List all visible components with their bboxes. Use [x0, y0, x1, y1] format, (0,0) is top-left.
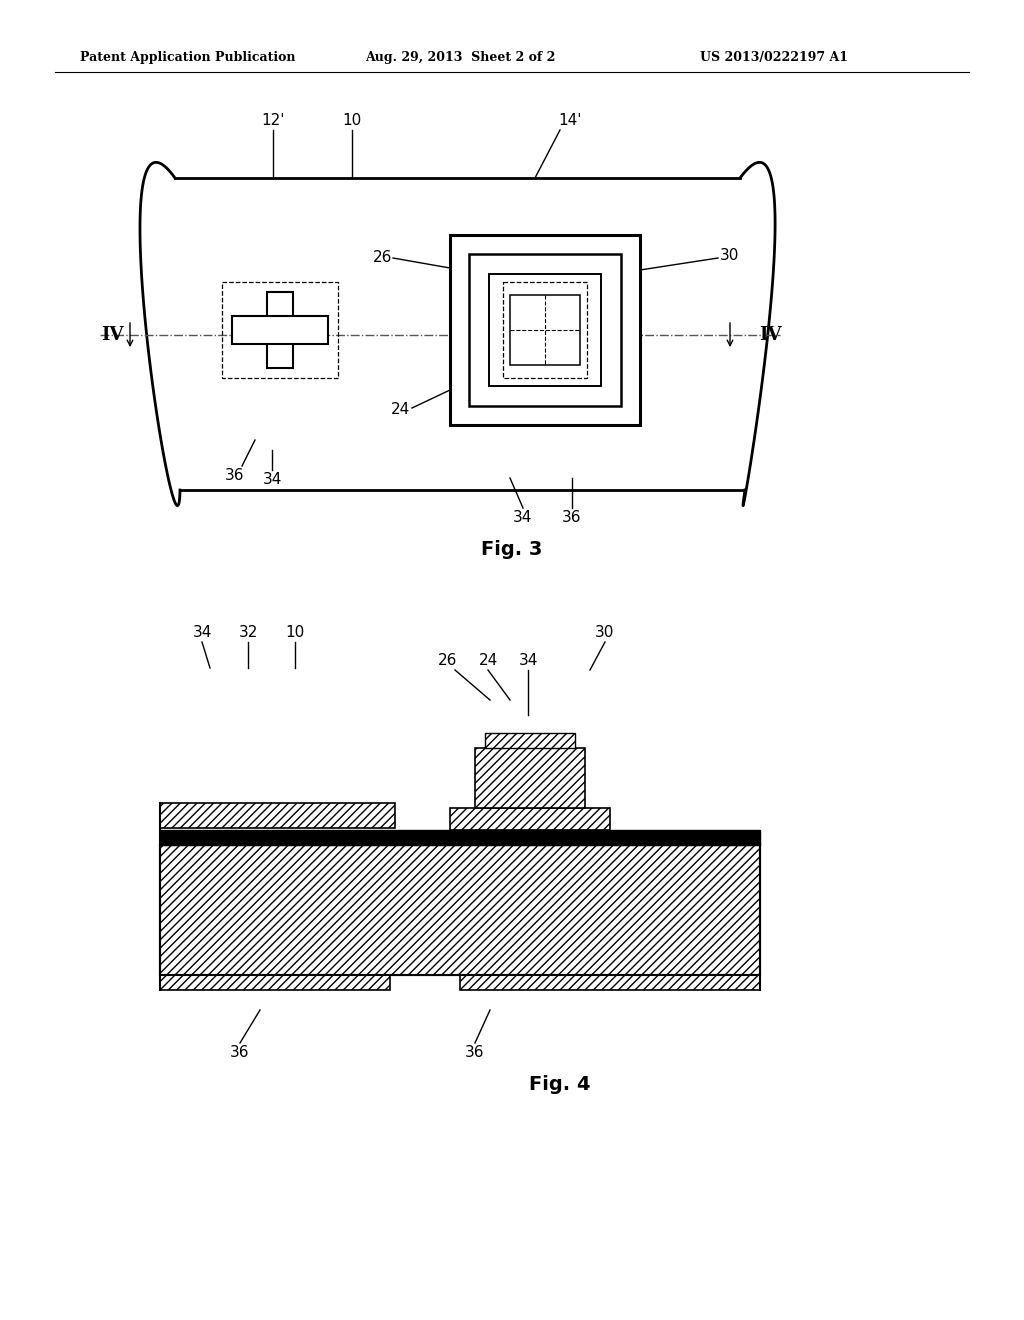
- Text: Aug. 29, 2013  Sheet 2 of 2: Aug. 29, 2013 Sheet 2 of 2: [365, 51, 555, 65]
- Bar: [222, 282, 338, 378]
- Text: 36: 36: [562, 510, 582, 525]
- Bar: [489, 275, 601, 385]
- Text: 10: 10: [286, 624, 304, 640]
- Bar: [160, 803, 395, 828]
- Bar: [469, 253, 621, 407]
- Text: 34: 34: [193, 624, 212, 640]
- Text: 26: 26: [373, 251, 392, 265]
- Text: Patent Application Publication: Patent Application Publication: [80, 51, 296, 65]
- Bar: [267, 292, 293, 368]
- Bar: [160, 845, 760, 975]
- Text: 36: 36: [225, 469, 245, 483]
- Bar: [460, 975, 760, 990]
- Text: 30: 30: [595, 624, 614, 640]
- Text: 24: 24: [391, 403, 410, 417]
- Bar: [160, 830, 760, 845]
- Text: 30: 30: [720, 248, 739, 263]
- Text: 12': 12': [261, 114, 285, 128]
- Bar: [160, 975, 390, 990]
- Bar: [475, 748, 585, 808]
- Bar: [510, 294, 580, 366]
- Text: US 2013/0222197 A1: US 2013/0222197 A1: [700, 51, 848, 65]
- Text: IV: IV: [100, 326, 123, 345]
- Text: Fig. 3: Fig. 3: [481, 540, 543, 558]
- Text: 34: 34: [262, 473, 282, 487]
- Bar: [503, 282, 587, 378]
- Text: 34: 34: [518, 653, 538, 668]
- Text: 34: 34: [513, 510, 532, 525]
- Text: IV: IV: [759, 326, 781, 345]
- Bar: [450, 808, 610, 830]
- Text: 10: 10: [342, 114, 361, 128]
- Text: 36: 36: [230, 1045, 250, 1060]
- Text: 26: 26: [438, 653, 458, 668]
- Text: 32: 32: [239, 624, 258, 640]
- Bar: [232, 315, 328, 345]
- Bar: [450, 235, 640, 425]
- Text: Fig. 4: Fig. 4: [529, 1074, 591, 1094]
- Text: 24: 24: [478, 653, 498, 668]
- Text: 14': 14': [558, 114, 582, 128]
- Text: 36: 36: [465, 1045, 484, 1060]
- Bar: [485, 733, 575, 748]
